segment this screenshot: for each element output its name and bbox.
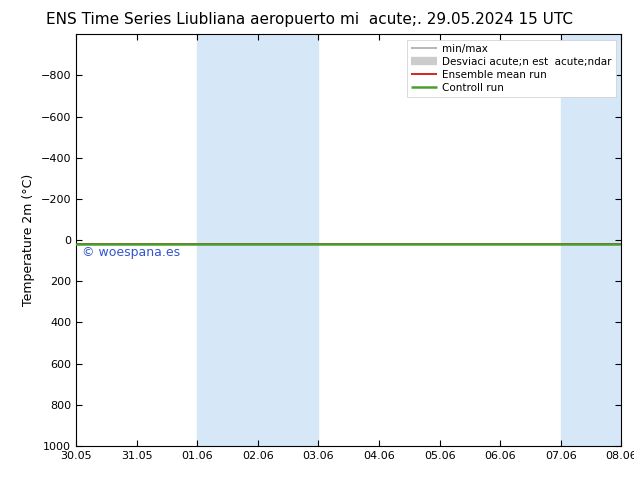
Bar: [560, 34, 621, 446]
Y-axis label: Temperature 2m (°C): Temperature 2m (°C): [22, 174, 35, 306]
Bar: [197, 34, 318, 446]
Legend: min/max, Desviaci acute;n est  acute;ndar, Ensemble mean run, Controll run: min/max, Desviaci acute;n est acute;ndar…: [407, 40, 616, 97]
Text: mi  acute;. 29.05.2024 15 UTC: mi acute;. 29.05.2024 15 UTC: [340, 12, 573, 27]
Text: © woespana.es: © woespana.es: [82, 246, 180, 259]
Text: ENS Time Series Liubliana aeropuerto: ENS Time Series Liubliana aeropuerto: [46, 12, 335, 27]
